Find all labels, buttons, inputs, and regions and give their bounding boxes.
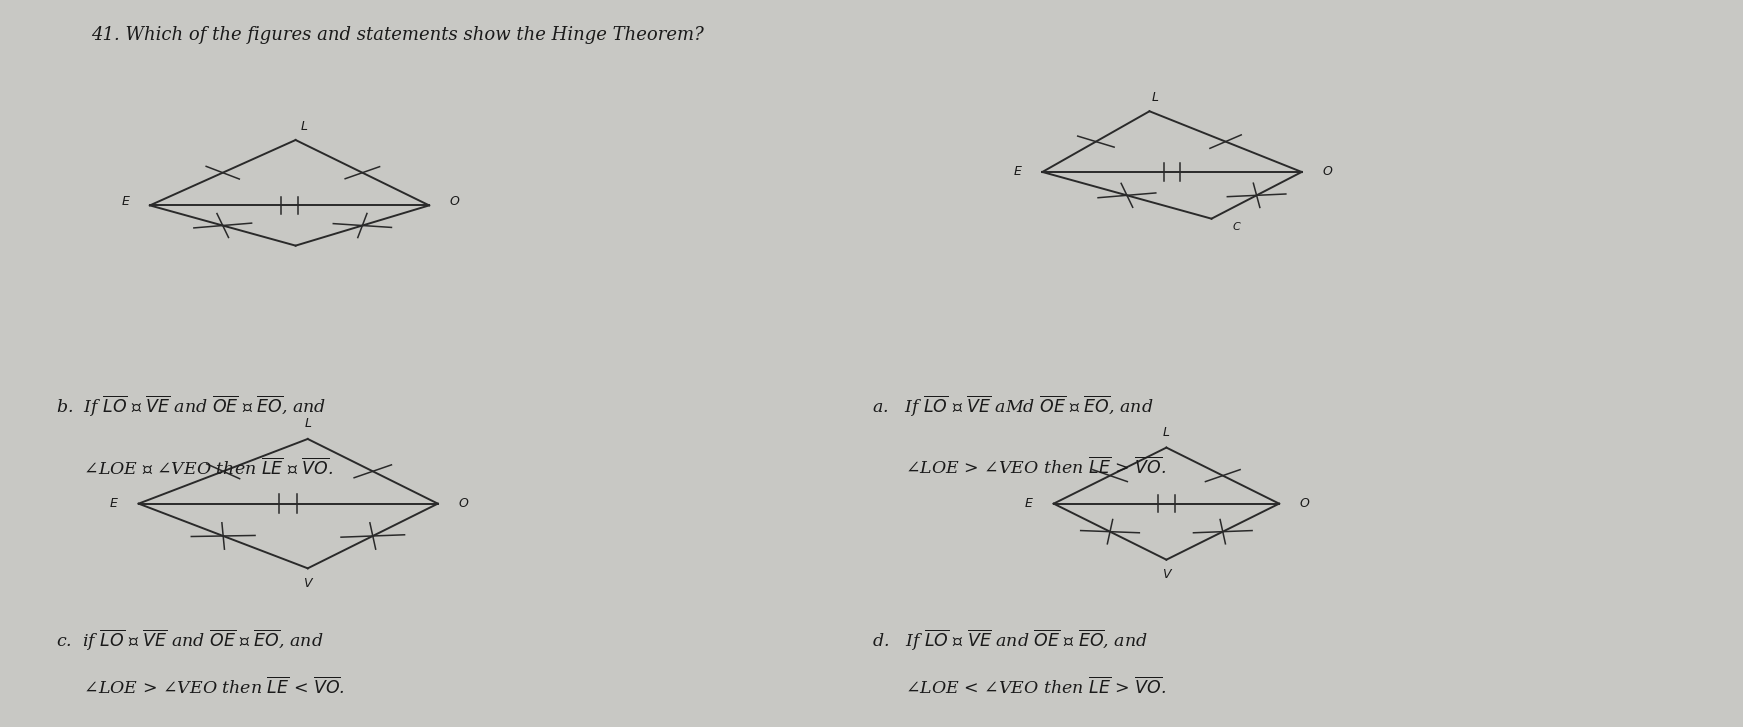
- Text: L: L: [1150, 91, 1157, 104]
- Text: ∠LOE > ∠VEO then $\overline{LE}$ > $\overline{VO}$.: ∠LOE > ∠VEO then $\overline{LE}$ > $\ove…: [872, 457, 1166, 478]
- Text: a.   If $\overline{LO}$ ≅ $\overline{VE}$ aMd $\overline{OE}$ ≅ $\overline{EO}$,: a. If $\overline{LO}$ ≅ $\overline{VE}$ …: [872, 394, 1154, 419]
- Text: V: V: [1163, 569, 1171, 582]
- Text: V: V: [303, 577, 312, 590]
- Text: C: C: [1232, 222, 1239, 233]
- Text: b.  If $\overline{LO}$ ≅ $\overline{VE}$ and $\overline{OE}$ ≅ $\overline{EO}$, : b. If $\overline{LO}$ ≅ $\overline{VE}$ …: [56, 394, 326, 419]
- Text: O: O: [450, 196, 460, 209]
- Text: L: L: [302, 120, 309, 133]
- Text: E: E: [122, 196, 129, 209]
- Text: O: O: [458, 497, 469, 510]
- Text: L: L: [305, 417, 312, 430]
- Text: ∠LOE ≅ ∠VEO then $\overline{LE}$ ≅ $\overline{VO}$.: ∠LOE ≅ ∠VEO then $\overline{LE}$ ≅ $\ove…: [56, 457, 333, 478]
- Text: d.   If $\overline{LO}$ ≅ $\overline{VE}$ and $\overline{OE}$ ≅ $\overline{EO}$,: d. If $\overline{LO}$ ≅ $\overline{VE}$ …: [872, 627, 1147, 653]
- Text: ∠LOE > ∠VEO then $\overline{LE}$ < $\overline{VO}$.: ∠LOE > ∠VEO then $\overline{LE}$ < $\ove…: [56, 676, 345, 697]
- Text: O: O: [1323, 166, 1332, 178]
- Text: E: E: [1025, 497, 1034, 510]
- Text: O: O: [1300, 497, 1309, 510]
- Text: E: E: [1014, 166, 1021, 178]
- Text: 41. Which of the figures and statements show the Hinge Theorem?: 41. Which of the figures and statements …: [91, 25, 704, 44]
- Text: E: E: [110, 497, 119, 510]
- Text: L: L: [1163, 426, 1170, 439]
- Text: ∠LOE < ∠VEO then $\overline{LE}$ > $\overline{VO}$.: ∠LOE < ∠VEO then $\overline{LE}$ > $\ove…: [872, 676, 1166, 697]
- Text: c.  if $\overline{LO}$ ≅ $\overline{VE}$ and $\overline{OE}$ ≅ $\overline{EO}$, : c. if $\overline{LO}$ ≅ $\overline{VE}$ …: [56, 627, 324, 653]
